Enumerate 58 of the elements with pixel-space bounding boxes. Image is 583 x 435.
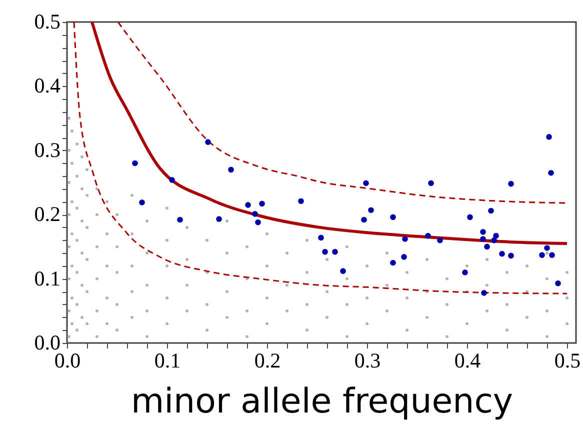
point xyxy=(437,237,443,244)
point xyxy=(493,232,499,239)
point xyxy=(322,248,328,255)
point xyxy=(390,260,396,266)
point xyxy=(546,134,552,140)
point xyxy=(228,166,234,173)
point xyxy=(425,232,431,239)
point xyxy=(555,280,561,286)
line-series xyxy=(73,21,568,294)
y-tick-label: 0.2 xyxy=(34,202,60,226)
point xyxy=(480,236,486,242)
y-tick-label: 0.4 xyxy=(34,74,61,98)
y-tick-label: 0.3 xyxy=(34,138,60,162)
point xyxy=(481,290,487,296)
y-tick-label: 0.5 xyxy=(34,10,60,34)
point xyxy=(402,236,408,242)
point xyxy=(216,216,222,222)
point xyxy=(332,248,338,255)
point xyxy=(508,180,514,187)
point xyxy=(544,245,550,251)
line-series xyxy=(90,20,568,245)
x-tick-label: 0.1 xyxy=(154,348,181,372)
point xyxy=(480,229,486,235)
point xyxy=(428,180,434,186)
point xyxy=(298,198,304,204)
point xyxy=(401,254,407,260)
point xyxy=(390,214,396,220)
line-series xyxy=(117,21,568,204)
point xyxy=(467,214,473,220)
point xyxy=(259,200,265,207)
point xyxy=(177,216,183,223)
x-axis-title: minor allele frequency xyxy=(130,382,514,422)
x-tick-label: 0.2 xyxy=(254,348,281,372)
y-tick-label: 0.1 xyxy=(34,266,60,290)
x-tick-label: 0.3 xyxy=(354,348,381,372)
point xyxy=(548,170,554,176)
point xyxy=(368,207,374,214)
point xyxy=(139,199,145,206)
point xyxy=(361,216,367,223)
point xyxy=(205,139,211,145)
point xyxy=(462,269,468,276)
point xyxy=(488,208,494,214)
point xyxy=(252,211,258,217)
point xyxy=(340,268,346,274)
point xyxy=(549,252,555,258)
point xyxy=(245,202,251,208)
x-tick-label: 0.4 xyxy=(454,348,482,372)
point xyxy=(132,160,138,166)
point xyxy=(499,250,505,257)
point xyxy=(318,234,324,241)
point xyxy=(508,252,514,259)
point xyxy=(539,252,545,258)
point xyxy=(169,177,175,183)
point xyxy=(363,180,369,186)
x-tick-label: 0.5 xyxy=(554,348,581,372)
point xyxy=(491,237,497,244)
point xyxy=(255,219,261,226)
point xyxy=(484,244,490,250)
